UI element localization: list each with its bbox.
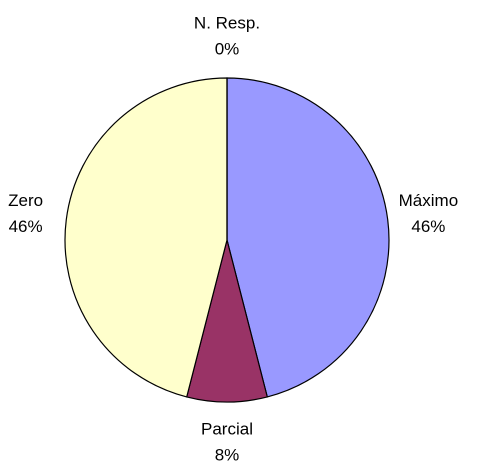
slice-category-label: Parcial bbox=[201, 419, 253, 438]
pie-slice bbox=[226, 77, 390, 398]
pie-slice bbox=[64, 77, 228, 398]
slice-category-label: N. Resp. bbox=[194, 13, 260, 32]
slice-value-label: 46% bbox=[411, 217, 445, 236]
slice-value-label: 0% bbox=[215, 39, 240, 58]
slice-category-label: Zero bbox=[8, 191, 43, 210]
slice-category-label: Máximo bbox=[399, 191, 459, 210]
slice-value-label: 46% bbox=[9, 217, 43, 236]
slice-value-label: 8% bbox=[215, 445, 240, 464]
